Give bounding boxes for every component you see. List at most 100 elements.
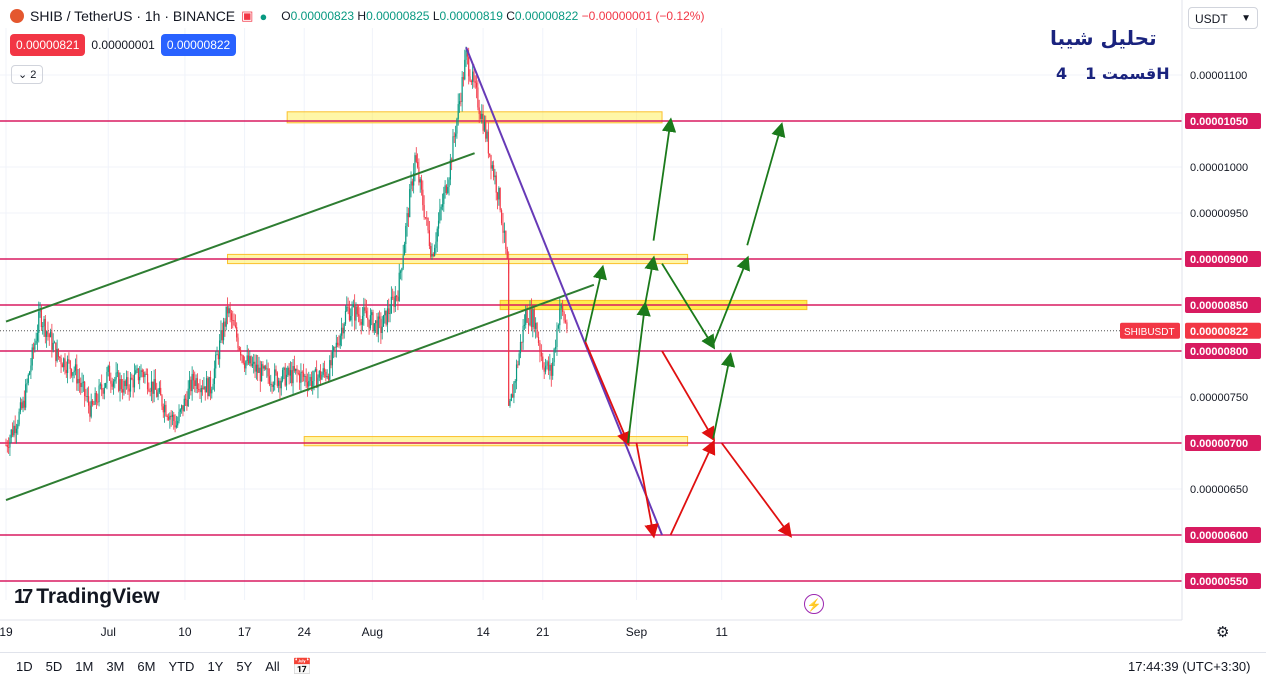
candle-body: [380, 318, 382, 334]
green-arrow[interactable]: [712, 352, 736, 439]
candle-body: [217, 354, 219, 360]
candle-body: [431, 253, 433, 257]
symbol-tag: SHIBUSDT: [1124, 327, 1175, 338]
candle-body: [136, 368, 138, 371]
green-arrow[interactable]: [627, 301, 651, 444]
candle-body: [556, 328, 558, 347]
red-arrow[interactable]: [669, 439, 716, 536]
candle-body: [360, 321, 362, 325]
red-arrow[interactable]: [584, 341, 631, 447]
candle-body: [208, 377, 210, 397]
red-arrow[interactable]: [720, 442, 792, 538]
buy-button[interactable]: 0.00000822: [160, 34, 237, 56]
price-tick-label: 0.00000800: [1190, 346, 1248, 358]
descending-trendline[interactable]: [465, 47, 663, 536]
range-ytd[interactable]: YTD: [168, 659, 195, 674]
red-arrow[interactable]: [635, 442, 659, 539]
candle-body: [137, 368, 139, 381]
symbol-title[interactable]: SHIB / TetherUS · 1h · BINANCE: [30, 8, 236, 24]
calendar-icon[interactable]: 📅: [292, 659, 312, 676]
candle-body: [477, 87, 479, 108]
bolt-icon[interactable]: ⚡: [804, 594, 824, 614]
candle-body: [506, 248, 508, 259]
candle-body: [123, 380, 125, 393]
candle-body: [314, 369, 316, 371]
candle-body: [74, 364, 77, 371]
green-arrow[interactable]: [652, 117, 677, 241]
date-tick-label: Jul: [101, 625, 116, 639]
tradingview-mark-icon: 17: [14, 585, 33, 608]
candle-body: [293, 365, 295, 371]
range-1d[interactable]: 1D: [16, 659, 33, 674]
green-arrow[interactable]: [746, 122, 786, 246]
candle-body: [291, 370, 293, 384]
candle-body: [70, 369, 73, 376]
candle-body: [364, 307, 366, 311]
candle-body: [226, 306, 229, 314]
range-1m[interactable]: 1M: [75, 659, 94, 674]
tradingview-logo[interactable]: 17 TradingView: [14, 585, 160, 609]
range-all[interactable]: All: [265, 659, 280, 674]
candle-body: [6, 445, 8, 448]
gear-icon[interactable]: ⚙: [1216, 624, 1230, 641]
range-1y[interactable]: 1Y: [207, 659, 224, 674]
candle-body: [59, 356, 61, 358]
candle-body: [536, 322, 538, 338]
close-value: 0.00000822: [514, 9, 579, 23]
candle-body: [67, 359, 69, 373]
clock[interactable]: 17:44:39 (UTC+3:30): [1128, 659, 1251, 674]
candle-body: [267, 368, 269, 377]
candle-body: [519, 341, 522, 354]
support-zone: [303, 436, 689, 447]
candle-body: [228, 308, 230, 314]
green-arrow[interactable]: [584, 264, 607, 343]
range-3m[interactable]: 3M: [106, 659, 125, 674]
date-tick-label: 14: [476, 625, 490, 639]
candle-body: [149, 391, 151, 392]
range-5d[interactable]: 5D: [45, 659, 63, 674]
candle-body: [55, 342, 57, 361]
sell-button[interactable]: 0.00000821: [10, 34, 86, 56]
candle-body: [253, 361, 255, 364]
candle-body: [343, 323, 345, 334]
range-6m[interactable]: 6M: [137, 659, 156, 674]
candle-body: [167, 416, 170, 420]
candle-body: [132, 379, 134, 388]
currency-select[interactable]: USDT ▼: [1188, 7, 1258, 29]
candle-body: [539, 342, 541, 353]
candle-body: [550, 364, 552, 376]
channel-lower-line[interactable]: [5, 283, 595, 501]
candle-body: [297, 372, 299, 374]
green-arrow[interactable]: [644, 255, 659, 306]
candle-body: [164, 404, 166, 413]
indicators-toggle[interactable]: ⌄ 2: [11, 65, 44, 84]
green-arrow[interactable]: [712, 255, 750, 345]
alert-icon[interactable]: ▣: [241, 8, 254, 23]
candle-body: [287, 367, 289, 375]
candle-body: [339, 335, 341, 346]
candle-body: [532, 309, 534, 327]
candle-body: [254, 361, 256, 372]
candle-body: [65, 369, 67, 373]
red-arrow[interactable]: [661, 350, 715, 442]
candle-body: [124, 380, 126, 387]
range-5y[interactable]: 5Y: [236, 659, 253, 674]
channel-upper-line[interactable]: [5, 152, 475, 323]
candle-body: [485, 121, 487, 139]
candle-body: [234, 325, 236, 328]
candle-body: [21, 402, 23, 409]
green-arrow[interactable]: [661, 263, 716, 350]
candle-body: [216, 354, 218, 356]
market-status-icon: ●: [259, 8, 268, 24]
candle-body: [150, 381, 153, 392]
candle-body: [333, 347, 335, 351]
candle-body: [369, 315, 371, 329]
candle-body: [390, 296, 392, 314]
price-tag-bg: [1185, 113, 1261, 129]
candle-body: [335, 342, 337, 348]
candle-body: [491, 165, 493, 169]
candle-body: [258, 367, 260, 373]
candle-body: [309, 376, 311, 381]
candle-body: [288, 367, 290, 376]
